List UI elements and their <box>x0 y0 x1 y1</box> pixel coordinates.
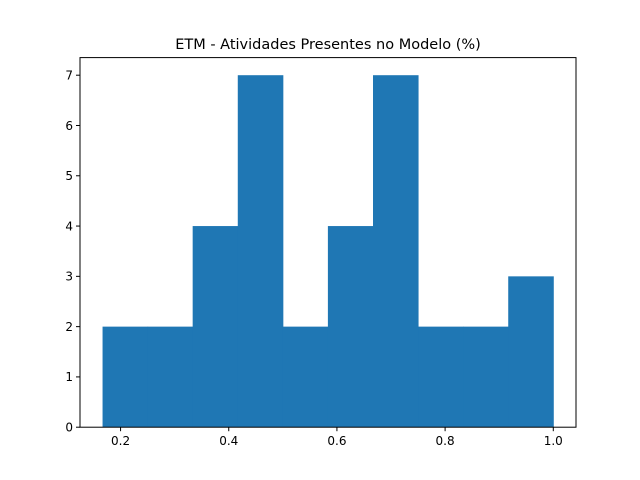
chart-title: ETM - Atividades Presentes no Modelo (%) <box>175 37 481 53</box>
x-tick-label: 0.4 <box>219 434 238 448</box>
y-tick-label: 0 <box>65 421 73 435</box>
x-tick-label: 1.0 <box>544 434 563 448</box>
histogram-bar-2 <box>147 326 194 428</box>
y-tick-label: 4 <box>65 219 73 233</box>
histogram-bar-7 <box>373 75 419 428</box>
histogram-bar-10 <box>508 276 554 428</box>
histogram-bar-9 <box>463 326 509 428</box>
x-tick-label: 0.2 <box>111 434 130 448</box>
y-tick-label: 3 <box>65 270 73 284</box>
histogram-bar-8 <box>418 326 464 428</box>
y-tick-label: 2 <box>65 320 73 334</box>
y-tick-label: 1 <box>65 370 73 384</box>
histogram-bar-4 <box>237 75 284 428</box>
histogram-bar-1 <box>102 326 149 428</box>
y-tick-label: 7 <box>65 69 73 83</box>
x-tick-label: 0.6 <box>327 434 346 448</box>
histogram-bar-3 <box>192 226 239 428</box>
histogram-bar-5 <box>282 326 329 428</box>
histogram-bar-6 <box>327 226 374 428</box>
y-tick-label: 6 <box>65 119 73 133</box>
histogram-bars <box>102 75 554 428</box>
y-tick-label: 5 <box>65 169 73 183</box>
plot-area-frame <box>79 57 577 428</box>
x-axis: 0.2 0.4 0.6 0.8 1.0 <box>111 427 563 448</box>
y-axis: 0 1 2 3 4 5 6 7 <box>65 69 80 435</box>
x-tick-label: 0.8 <box>436 434 455 448</box>
